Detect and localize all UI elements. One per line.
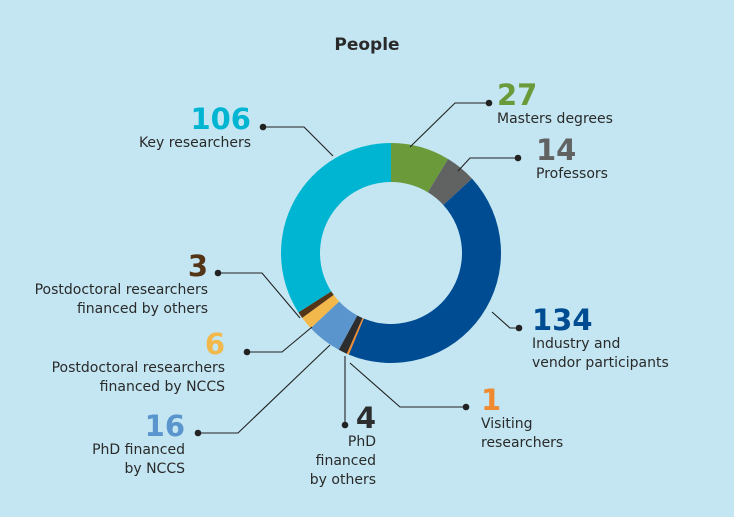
- donut-slice-5: [338, 315, 363, 354]
- slice-value: 4: [355, 401, 376, 435]
- donut-slice-2: [427, 158, 473, 205]
- leader-dot-6: [194, 429, 202, 437]
- slice-label-9: 106 Key researchers: [90, 104, 251, 153]
- chart-title: People: [334, 35, 400, 55]
- slice-label-6: 16 PhD financed by NCCS: [60, 411, 185, 479]
- slice-category: financed by others: [76, 301, 208, 317]
- slice-category: Key researchers: [138, 135, 251, 151]
- slice-category: Industry and: [532, 336, 621, 352]
- leader-dot-3: [515, 324, 523, 332]
- leader-line-9: [263, 126, 334, 157]
- slice-category: Postdoctoral researchers: [34, 282, 208, 298]
- leader-line-4: [349, 362, 466, 408]
- slice-label-5: 4 PhD financed by others: [285, 403, 376, 490]
- leader-line-7: [247, 326, 313, 353]
- leader-dot-9: [259, 123, 267, 131]
- leader-line-8: [218, 272, 301, 319]
- slice-category: by NCCS: [124, 461, 185, 477]
- donut-slice-8: [298, 291, 334, 318]
- leader-line-6: [198, 344, 331, 434]
- donut-slice-6: [310, 301, 358, 350]
- slice-category: researchers: [481, 435, 564, 451]
- slice-label-4: 1 Visiting researchers: [481, 385, 563, 453]
- leader-dot-8: [214, 269, 222, 277]
- slice-category: Professors: [536, 166, 608, 182]
- leader-dot-7: [243, 348, 251, 356]
- slice-label-2: 14 Professors: [536, 135, 608, 184]
- slice-value: 3: [187, 249, 208, 283]
- leader-dot-5: [341, 421, 349, 429]
- leader-line-1: [409, 102, 489, 148]
- donut-slice-7: [302, 294, 340, 329]
- leader-line-3: [491, 311, 519, 329]
- donut-slice-9: [280, 143, 391, 313]
- slice-category: Masters degrees: [497, 111, 613, 127]
- donut-slice-3: [348, 178, 502, 363]
- slice-value: 106: [190, 102, 251, 136]
- slice-value: 6: [204, 327, 225, 361]
- slice-category: Visiting: [481, 416, 533, 432]
- slice-label-7: 6 Postdoctoral researchers financed by NCC…: [20, 329, 225, 397]
- slice-value: 16: [144, 409, 185, 443]
- slice-category: PhD financed: [315, 434, 376, 469]
- slice-value: 134: [532, 303, 593, 337]
- slice-label-8: 3 Postdoctoral researchers financed by oth…: [15, 251, 208, 319]
- leader-dot-2: [514, 154, 522, 162]
- slice-category: vendor participants: [532, 355, 669, 371]
- leader-line-2: [457, 157, 518, 172]
- donut-slice-4: [346, 317, 364, 355]
- slice-value: 27: [497, 78, 538, 112]
- donut-slice-1: [391, 143, 449, 193]
- slice-category: PhD financed: [92, 442, 185, 458]
- slice-category: Postdoctoral researchers: [51, 360, 225, 376]
- slice-label-3: 134 Industry and vendor participants: [532, 305, 669, 373]
- slice-label-1: 27 Masters degrees: [497, 80, 613, 129]
- slice-category: financed by NCCS: [99, 379, 225, 395]
- slice-value: 14: [536, 133, 577, 167]
- leader-dot-4: [462, 403, 470, 411]
- leader-dot-1: [485, 99, 493, 107]
- slice-value: 1: [481, 383, 502, 417]
- slice-category: by others: [309, 472, 376, 488]
